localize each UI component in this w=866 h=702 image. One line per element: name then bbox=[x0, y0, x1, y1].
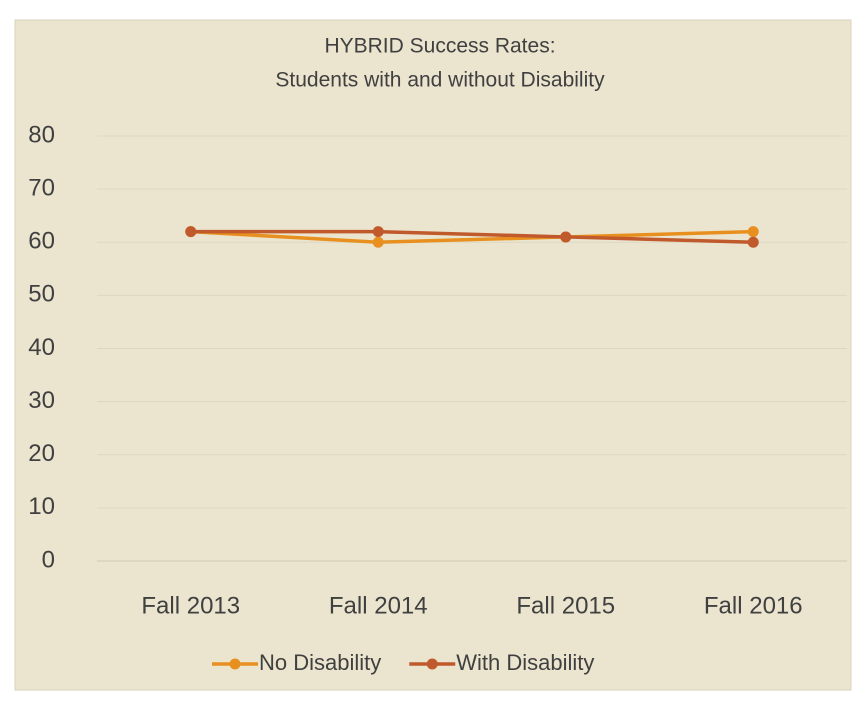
y-tick-label: 50 bbox=[28, 281, 55, 308]
data-point bbox=[560, 231, 572, 243]
legend-marker bbox=[426, 658, 438, 670]
y-tick-label: 10 bbox=[28, 493, 55, 520]
data-point bbox=[747, 226, 759, 238]
legend-label: With Disability bbox=[456, 650, 594, 675]
y-tick-label: 60 bbox=[28, 228, 55, 255]
y-tick-label: 0 bbox=[42, 546, 55, 573]
y-tick-label: 40 bbox=[28, 334, 55, 361]
legend-label: No Disability bbox=[259, 650, 381, 675]
data-point bbox=[372, 236, 384, 248]
series-line bbox=[190, 229, 754, 245]
series-line bbox=[190, 229, 754, 244]
legend-marker bbox=[229, 658, 241, 670]
data-point bbox=[372, 226, 384, 238]
x-tick-label: Fall 2013 bbox=[141, 592, 240, 619]
data-point bbox=[747, 236, 759, 248]
x-tick-label: Fall 2014 bbox=[329, 592, 428, 619]
data-point bbox=[185, 226, 197, 238]
x-tick-label: Fall 2015 bbox=[516, 592, 615, 619]
y-tick-label: 80 bbox=[28, 121, 55, 148]
chart-background bbox=[14, 19, 852, 691]
y-tick-label: 20 bbox=[28, 440, 55, 467]
chart-title: Students with and without Disability bbox=[275, 69, 605, 92]
chart-title: HYBRID Success Rates: bbox=[324, 35, 555, 58]
y-tick-label: 30 bbox=[28, 387, 55, 414]
x-tick-label: Fall 2016 bbox=[704, 592, 803, 619]
y-tick-label: 70 bbox=[28, 174, 55, 201]
